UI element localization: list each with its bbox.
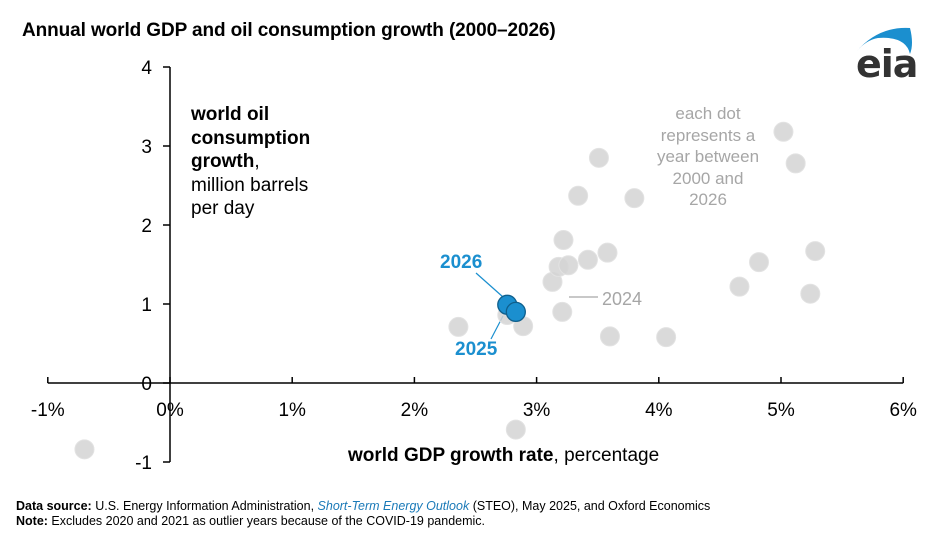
dot-explanation-note: each dot represents a year between 2000 …: [640, 103, 776, 211]
x-tick-label: 0%: [156, 400, 184, 421]
y-tick-label: 0: [141, 374, 152, 395]
x-tick-label: 3%: [523, 400, 551, 421]
data-point-historical: [785, 153, 806, 174]
note-label: Note:: [16, 514, 48, 528]
x-tick-label: 6%: [889, 400, 917, 421]
note-line-4: 2000 and: [672, 168, 744, 188]
data-point-historical: [505, 419, 526, 440]
y-axis-label: world oil consumption growth, million ba…: [191, 103, 310, 221]
x-tick-label: 4%: [645, 400, 673, 421]
data-point-historical: [749, 252, 770, 273]
y-label-comma: ,: [254, 151, 260, 172]
x-tick-label: 1%: [278, 400, 306, 421]
chart-title: Annual world GDP and oil consumption gro…: [22, 20, 556, 41]
y-tick-label: 4: [141, 58, 152, 79]
x-axis-label: world GDP growth rate, percentage: [348, 445, 659, 467]
x-tick-label: 2%: [401, 400, 429, 421]
footer: Data source: U.S. Energy Information Adm…: [16, 499, 710, 529]
data-point-historical: [577, 249, 598, 270]
note-line-3: year between: [656, 147, 760, 166]
data-point-historical: [656, 327, 677, 348]
x-tick-label: -1%: [31, 400, 65, 421]
data-point-historical: [624, 188, 645, 209]
note-line: Note: Excludes 2020 and 2021 as outlier …: [16, 514, 710, 529]
x-label-rest: , percentage: [553, 445, 660, 466]
leader-2026: [475, 272, 504, 298]
note-line-1: each dot: [675, 104, 741, 123]
data-point-historical: [773, 121, 794, 142]
data-point-forecast: [505, 301, 526, 323]
data-point-historical: [800, 283, 821, 304]
data-point-historical: [74, 439, 95, 460]
data-point-historical: [805, 241, 826, 262]
eia-logo: eia: [848, 24, 918, 86]
data-point-historical: [597, 242, 618, 263]
data-point-historical: [558, 255, 579, 276]
data-point-historical: [588, 147, 609, 168]
x-label-bold: world GDP growth rate: [348, 445, 554, 466]
data-point-historical: [599, 326, 620, 347]
data-point-historical: [729, 276, 750, 297]
data-point-historical: [448, 316, 469, 337]
y-label-unit-2: per day: [191, 198, 255, 219]
tick-labels: -1% 0% 1% 2% 3% 4% 5% 6% -1 0 1 2 3 4: [31, 58, 917, 474]
label-2024: 2024: [602, 289, 643, 309]
note-text: Excludes 2020 and 2021 as outlier years …: [47, 514, 486, 528]
data-source-line: Data source: U.S. Energy Information Adm…: [16, 499, 710, 514]
y-label-bold-2: consumption: [191, 127, 311, 149]
data-point-historical: [552, 301, 573, 322]
source-pre: U.S. Energy Information Administration,: [91, 499, 318, 513]
y-tick-label: 2: [141, 216, 152, 237]
label-2025: 2025: [455, 339, 498, 360]
logo-arc-icon: [856, 27, 912, 54]
label-2026: 2026: [440, 252, 483, 273]
steo-link[interactable]: Short-Term Energy Outlook: [317, 499, 470, 513]
note-line-2: represents a: [660, 125, 756, 145]
y-label-unit-1: million barrels: [191, 174, 309, 196]
y-tick-label: 3: [141, 137, 152, 158]
y-tick-label: 1: [141, 295, 152, 316]
data-point-historical: [568, 185, 589, 206]
forecast-points: [497, 294, 526, 323]
axes: [47, 66, 904, 463]
y-label-bold-3: growth: [191, 151, 255, 172]
y-label-bold-1: world oil: [191, 104, 270, 125]
leader-lines: [475, 272, 598, 340]
source-label: Data source:: [16, 499, 92, 513]
logo-text: eia: [856, 42, 918, 86]
x-tick-label: 5%: [767, 400, 795, 421]
data-point-historical: [553, 230, 574, 251]
historical-points: [74, 121, 826, 460]
y-tick-label: -1: [135, 453, 152, 474]
note-line-5: 2026: [689, 190, 727, 209]
source-post: (STEO), May 2025, and Oxford Economics: [469, 499, 711, 513]
